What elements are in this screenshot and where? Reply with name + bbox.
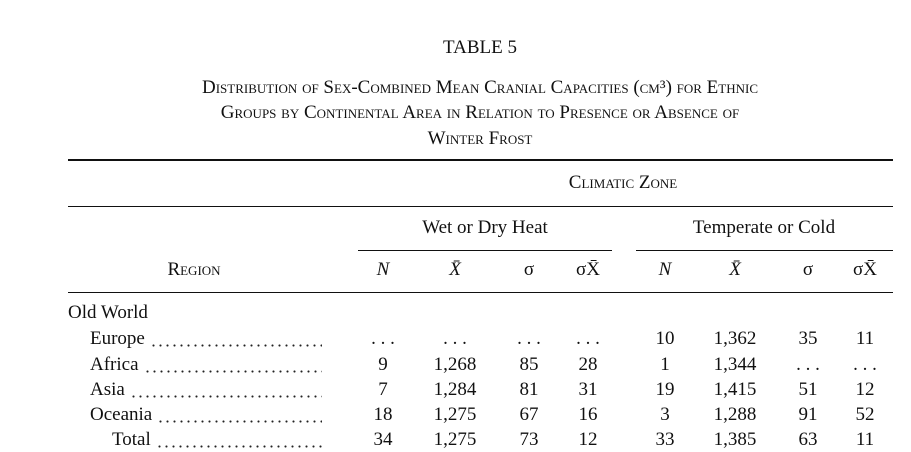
cell: 1,362 [713, 328, 757, 349]
row-label: Asia [90, 379, 125, 400]
cell: 31 [578, 379, 598, 400]
cell: 19 [655, 379, 675, 400]
leader-dots [143, 370, 322, 373]
rule [68, 206, 893, 207]
title-line: Groups by Continental Area in Relation t… [220, 102, 740, 123]
row-label: Oceania [90, 404, 153, 425]
cell: 10 [655, 328, 675, 349]
cell: . . . [853, 354, 877, 375]
cell: 12 [855, 379, 875, 400]
cell: 1,284 [433, 379, 477, 400]
column-header: X̄ [449, 259, 461, 280]
cell: 63 [798, 429, 818, 450]
cell: 16 [578, 404, 598, 425]
cell: 73 [519, 429, 539, 450]
cell: 1 [660, 354, 670, 375]
cell: 52 [855, 404, 875, 425]
leader-dots [129, 395, 322, 398]
cell: 7 [378, 379, 388, 400]
rule [636, 250, 893, 251]
cell: 28 [578, 354, 598, 375]
cell: 9 [378, 354, 388, 375]
cell: 1,415 [713, 379, 757, 400]
cell: 35 [798, 328, 818, 349]
column-header: X̄ [729, 259, 741, 280]
cell: 1,288 [713, 404, 757, 425]
leader-dots [157, 420, 322, 423]
row-label: Africa [90, 354, 139, 375]
leader-dots [149, 344, 322, 347]
rule [68, 159, 893, 161]
zone-header: Climatic Zone [568, 172, 678, 193]
cell: 1,268 [433, 354, 477, 375]
leader-dots [155, 445, 322, 448]
cell: 1,275 [433, 404, 477, 425]
row-label: Total [112, 429, 151, 450]
cell: . . . [517, 328, 541, 349]
cell: 11 [855, 429, 875, 450]
cell: 51 [798, 379, 818, 400]
column-header: σX̄ [576, 259, 600, 280]
title-line: Winter Frost [427, 128, 533, 149]
cell: 11 [855, 328, 875, 349]
group-header: Wet or Dry Heat [422, 217, 548, 238]
cell: 33 [655, 429, 675, 450]
column-header: N [658, 259, 672, 280]
group-header: Temperate or Cold [692, 217, 836, 238]
column-header: σ [802, 259, 814, 280]
column-header: N [376, 259, 390, 280]
cell: 1,385 [713, 429, 757, 450]
cell: 81 [519, 379, 539, 400]
cell: 67 [519, 404, 539, 425]
cell: 85 [519, 354, 539, 375]
cell: 34 [373, 429, 393, 450]
column-header: σ [523, 259, 535, 280]
cell: . . . [576, 328, 600, 349]
title-line: Distribution of Sex-Combined Mean Crania… [201, 77, 759, 98]
cell: 91 [798, 404, 818, 425]
cell: . . . [796, 354, 820, 375]
cell: . . . [443, 328, 467, 349]
rule [68, 292, 893, 293]
section-label: Old World [68, 302, 148, 323]
region-header: Region [167, 259, 221, 280]
cell: . . . [371, 328, 395, 349]
cell: 1,344 [713, 354, 757, 375]
row-label: Europe [90, 328, 145, 349]
rule [358, 250, 612, 251]
table-number: TABLE 5 [443, 37, 517, 58]
cell: 3 [660, 404, 670, 425]
cell: 1,275 [433, 429, 477, 450]
column-header: σX̄ [853, 259, 877, 280]
cell: 12 [578, 429, 598, 450]
cell: 18 [373, 404, 393, 425]
